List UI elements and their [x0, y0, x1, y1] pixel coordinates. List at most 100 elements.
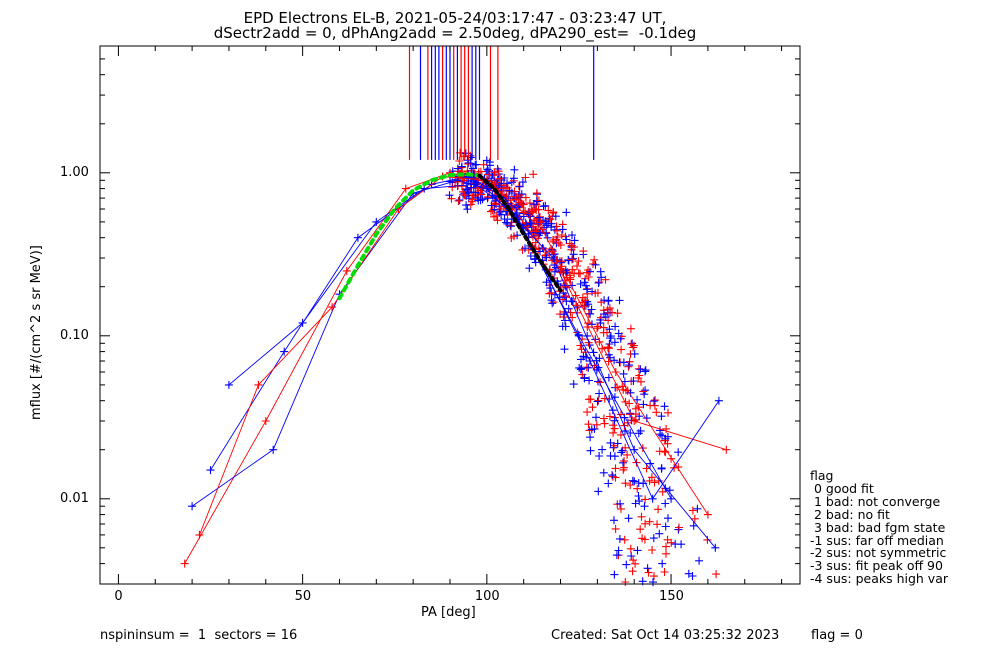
- data-point: [625, 399, 634, 408]
- data-point: [583, 323, 592, 331]
- data-point: [649, 534, 658, 543]
- data-point: [667, 494, 676, 503]
- data-point: [631, 559, 640, 568]
- data-point: [462, 201, 471, 210]
- data-point: [328, 303, 337, 312]
- data-point: [280, 347, 289, 356]
- data-point: [603, 309, 612, 317]
- fit-curve-black: [477, 173, 563, 293]
- data-point: [549, 298, 558, 307]
- data-point: [608, 472, 617, 481]
- data-point: [674, 463, 683, 472]
- legend-entry: -1 sus: far off median: [810, 532, 944, 548]
- data-point: [650, 478, 659, 487]
- y-tick-label: 0.10: [60, 327, 89, 343]
- data-point: [588, 320, 596, 329]
- data-point: [610, 516, 618, 525]
- data-point: [621, 397, 630, 406]
- data-point: [653, 520, 662, 529]
- data-point: [596, 267, 605, 276]
- data-point: [610, 424, 619, 433]
- data-point: [469, 164, 477, 173]
- data-point: [599, 414, 608, 423]
- data-point: [483, 194, 492, 203]
- data-point: [649, 578, 657, 587]
- data-point: [606, 451, 615, 460]
- data-point: [619, 458, 627, 467]
- data-point: [590, 255, 599, 264]
- data-point: [652, 408, 661, 417]
- data-point: [448, 183, 457, 192]
- data-point: [580, 374, 589, 383]
- data-point: [629, 343, 638, 352]
- data-point: [466, 151, 475, 160]
- data-point: [445, 191, 454, 200]
- data-point: [507, 178, 516, 187]
- data-point: [675, 523, 683, 532]
- data-point: [611, 368, 620, 376]
- data-point: [606, 332, 615, 341]
- data-point: [595, 278, 604, 286]
- data-point: [625, 361, 634, 370]
- data-point: [493, 216, 502, 225]
- data-point: [527, 205, 536, 214]
- data-point: [656, 430, 665, 439]
- x-tick-label: 0: [114, 589, 123, 604]
- data-point: [663, 439, 672, 448]
- data-point: [532, 189, 541, 198]
- data-point: [670, 463, 679, 472]
- data-point: [654, 505, 663, 514]
- data-point: [613, 309, 622, 318]
- data-point: [593, 397, 602, 406]
- data-point: [586, 433, 595, 442]
- data-point: [641, 386, 650, 395]
- y-tick-label: 0.01: [60, 490, 89, 506]
- data-point: [619, 369, 628, 378]
- data-point: [627, 340, 636, 349]
- data-point: [568, 265, 577, 274]
- data-point: [569, 250, 578, 259]
- data-point: [534, 196, 543, 205]
- data-point: [561, 316, 569, 325]
- data-point: [650, 401, 659, 410]
- data-point: [542, 253, 551, 262]
- data-point: [684, 569, 693, 578]
- data-point: [515, 182, 524, 191]
- data-point: [641, 495, 650, 504]
- data-point: [261, 417, 270, 425]
- data-point: [620, 535, 629, 544]
- data-point: [712, 570, 721, 579]
- data-point: [574, 269, 583, 278]
- data-point: [548, 299, 557, 308]
- data-point: [619, 465, 628, 474]
- data-point: [600, 419, 609, 428]
- data-point: [342, 266, 351, 275]
- data-point: [487, 207, 495, 216]
- data-point: [610, 570, 619, 579]
- data-point: [650, 397, 658, 406]
- pitch-angle-markers: [408, 46, 595, 160]
- data-point: [703, 510, 712, 519]
- data-point: [630, 417, 639, 425]
- data-point: [611, 524, 620, 533]
- data-point: [614, 546, 623, 555]
- data-point: [490, 205, 499, 214]
- data-point: [617, 345, 626, 354]
- data-point: [627, 552, 636, 560]
- data-point: [629, 556, 638, 565]
- data-point: [526, 199, 534, 208]
- data-point: [455, 196, 464, 204]
- data-point: [549, 236, 557, 244]
- data-point: [595, 389, 604, 398]
- data-point: [581, 274, 590, 283]
- data-point: [722, 445, 731, 454]
- data-point: [269, 445, 278, 454]
- data-point: [638, 534, 647, 543]
- data-point: [488, 206, 497, 215]
- data-point: [580, 278, 589, 287]
- data-point: [505, 186, 514, 195]
- data-point: [453, 164, 462, 173]
- data-point: [616, 499, 625, 508]
- data-point: [576, 269, 585, 278]
- data-point: [502, 218, 511, 227]
